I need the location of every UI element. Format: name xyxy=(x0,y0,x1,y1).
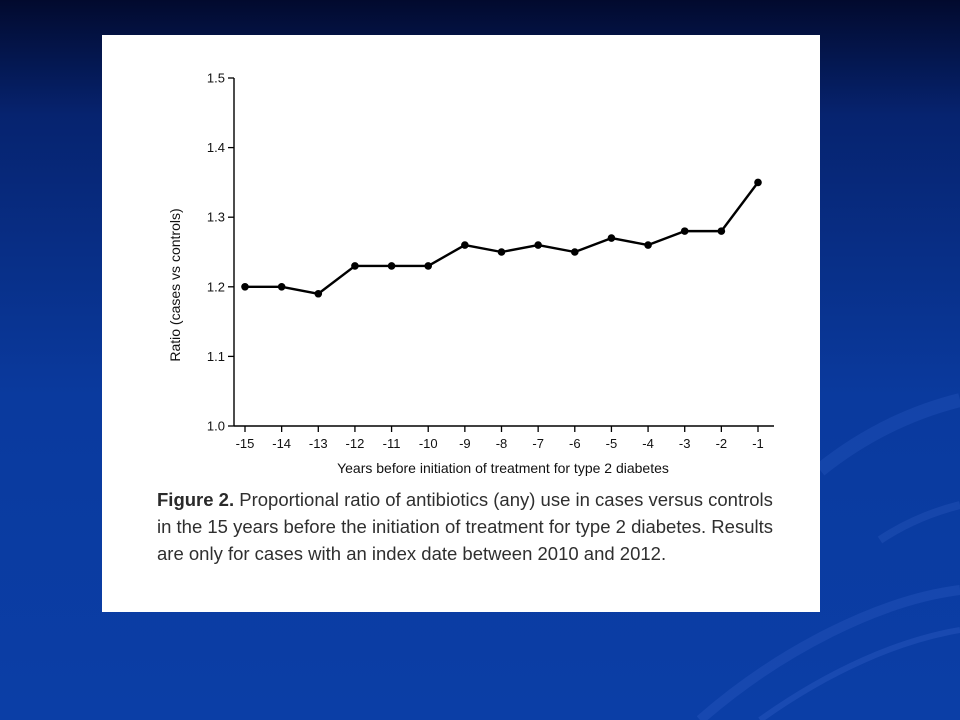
x-tick-label: -9 xyxy=(459,436,471,451)
figure-caption: Figure 2. Proportional ratio of antibiot… xyxy=(157,486,787,567)
y-tick-label: 1.3 xyxy=(207,210,225,225)
x-tick-label: -13 xyxy=(309,436,328,451)
figure-caption-text: Proportional ratio of antibiotics (any) … xyxy=(157,489,773,564)
series-line xyxy=(245,181,759,295)
data-point xyxy=(424,262,433,270)
y-tick-label: 1.2 xyxy=(207,279,225,294)
x-tick-label: -4 xyxy=(642,436,654,451)
x-tick-label: -1 xyxy=(752,436,764,451)
x-tick-label: -6 xyxy=(569,436,581,451)
y-tick-label: 1.0 xyxy=(207,419,225,434)
x-tick-label: -8 xyxy=(496,436,508,451)
x-tick-label: -11 xyxy=(383,436,401,451)
data-point xyxy=(717,227,726,235)
data-point xyxy=(644,241,652,249)
chart-series xyxy=(241,178,762,298)
data-point xyxy=(497,248,506,256)
data-point xyxy=(534,241,542,249)
x-tick-label: -14 xyxy=(272,436,291,451)
x-tick-label: -5 xyxy=(606,436,618,451)
data-point xyxy=(387,262,396,270)
x-tick-label: -12 xyxy=(346,436,365,451)
data-point xyxy=(607,234,616,242)
data-point xyxy=(680,227,689,235)
y-tick-label: 1.1 xyxy=(207,349,225,364)
x-tick-label: -3 xyxy=(679,436,691,451)
y-tick-label: 1.4 xyxy=(207,140,225,155)
x-tick-label: -15 xyxy=(236,436,255,451)
figure-caption-lead: Figure 2. xyxy=(157,489,235,510)
y-tick-label: 1.5 xyxy=(207,71,225,86)
data-point xyxy=(241,283,249,291)
data-point xyxy=(351,262,359,270)
x-axis-label: Years before initiation of treatment for… xyxy=(337,460,669,476)
x-tick-label: -2 xyxy=(716,436,728,451)
x-tick-label: -10 xyxy=(419,436,438,451)
data-point xyxy=(754,178,762,187)
data-point xyxy=(570,248,579,256)
chart-axes xyxy=(233,78,774,427)
data-point xyxy=(461,241,469,249)
chart-ticks: 1.0 1.1 1.2 1.3 1.4 1.5 -15 -14 -13 -12 -11 -10 -9 -8… xyxy=(207,71,764,452)
x-tick-label: -7 xyxy=(532,436,544,451)
data-point xyxy=(277,283,286,291)
line-chart: 1.0 1.1 1.2 1.3 1.4 1.5 -15 -14 -13 -12 -11 -10 -9 -8… xyxy=(167,71,774,476)
figure-card: 1.0 1.1 1.2 1.3 1.4 1.5 -15 -14 -13 -12 -11 -10 -9 -8… xyxy=(102,35,820,612)
y-axis-label: Ratio (cases vs controls) xyxy=(167,208,183,361)
data-point xyxy=(314,289,323,298)
